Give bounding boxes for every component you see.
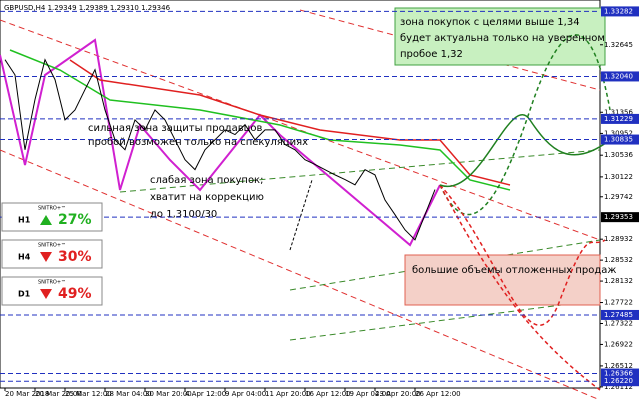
signal-arrow [40,289,52,299]
level-label: 1.29353 [604,213,633,221]
annotation: хватит на коррекцию [150,192,264,203]
signal-arrow [40,215,52,225]
y-tick-label: 1.28932 [604,235,633,243]
signal-box [1,202,103,232]
projection-solid [439,114,611,188]
pending-zone [404,254,601,306]
y-tick-label: 1.29742 [604,193,633,201]
signal-arrow [40,252,52,262]
x-tick-label: 20 Mar 2018 [5,390,49,398]
projections [439,34,611,391]
support-lines [119,149,601,341]
arrow [289,179,313,251]
y-tick-label: 1.30122 [604,173,633,181]
level-label: 1.33282 [604,7,633,15]
signal-name: SNITRO+™ [38,280,66,286]
y-tick-label: 1.26922 [604,340,633,348]
level-box [601,134,639,145]
annotation: будет актуальна только на уверенном [400,33,605,44]
signal-name: SNITRO+™ [38,206,66,212]
annotation: большие объемы отложенных продаж [412,265,616,276]
y-tick-label: 1.28532 [604,256,633,264]
y-tick-label: 1.27322 [604,319,633,327]
x-tick-label: 30 Mar 20:00 [145,390,192,398]
x-tick-label: 19 Apr 04:00 [345,390,391,398]
x-tick-label: 4 Apr 12:00 [185,390,226,398]
signal-timeframe: D1 [18,290,31,299]
level-box [601,71,639,82]
signal-percent: 30% [58,249,92,265]
level-label: 1.27485 [604,311,633,319]
level-box [601,212,639,223]
level-box [601,113,639,124]
level-label: 1.32040 [604,72,633,80]
level-label: 1.26220 [604,377,633,385]
annotation: пробой возможен только на спекуляциях [88,137,308,148]
y-tick-label: 1.27722 [604,299,633,307]
y-tick-label: 1.26512 [604,362,633,370]
annotation: пробое 1,32 [400,49,463,60]
x-tick-label: 20 Mar 20:00 [35,390,82,398]
y-tick-label: 1.28132 [604,277,633,285]
signal-percent: 27% [58,212,92,228]
x-tick-label: 16 Apr 12:00 [305,390,351,398]
y-tick-label: 1.31356 [604,108,633,116]
x-tick-label: 26 Apr 12:00 [415,390,461,398]
y-tick-label: 1.32645 [604,41,633,49]
annotation: зона покупок с целями выше 1,34 [400,17,580,28]
level-box [601,376,639,387]
zigzag [0,38,441,247]
signal-box [1,276,103,306]
x-tick-label: 9 Apr 04:00 [225,390,266,398]
y-tick-label: 1.30536 [604,151,633,159]
chart-title: GBPUSD,H4 1.29349 1.29389 1.29310 1.2934… [4,4,171,12]
level-box [601,6,639,17]
cloud-green [9,49,511,191]
level-label: 1.30835 [604,136,633,144]
x-tick-label: 23 Apr 20:00 [375,390,421,398]
signal-timeframe: H1 [18,216,31,225]
signal-name: SNITRO+™ [38,243,66,249]
annotation: до 1,3100/30 [150,209,217,220]
level-box [601,368,639,379]
level-box [601,309,639,320]
level-label: 1.31229 [604,115,633,123]
price-line [4,58,436,241]
y-tick-label: 1.30952 [604,129,633,137]
signal-timeframe: H4 [18,253,31,262]
annotation: сильная зона защиты продавцов [88,123,263,134]
annotations: зона покупок с целями выше 1,34 будет акт… [88,17,616,276]
signal-box [1,239,103,269]
annotation: слабая зона покупок; [150,175,263,186]
x-tick-label: 25 Mar 12:00 [65,390,112,398]
signal-percent: 49% [58,286,92,302]
level-label: 1.26366 [604,370,633,378]
x-tick-label: 28 Mar 04:00 [105,390,152,398]
cloud-red [69,59,511,186]
x-tick-label: 11 Apr 20:00 [265,390,311,398]
y-tick-label: 1.26112 [604,383,633,391]
